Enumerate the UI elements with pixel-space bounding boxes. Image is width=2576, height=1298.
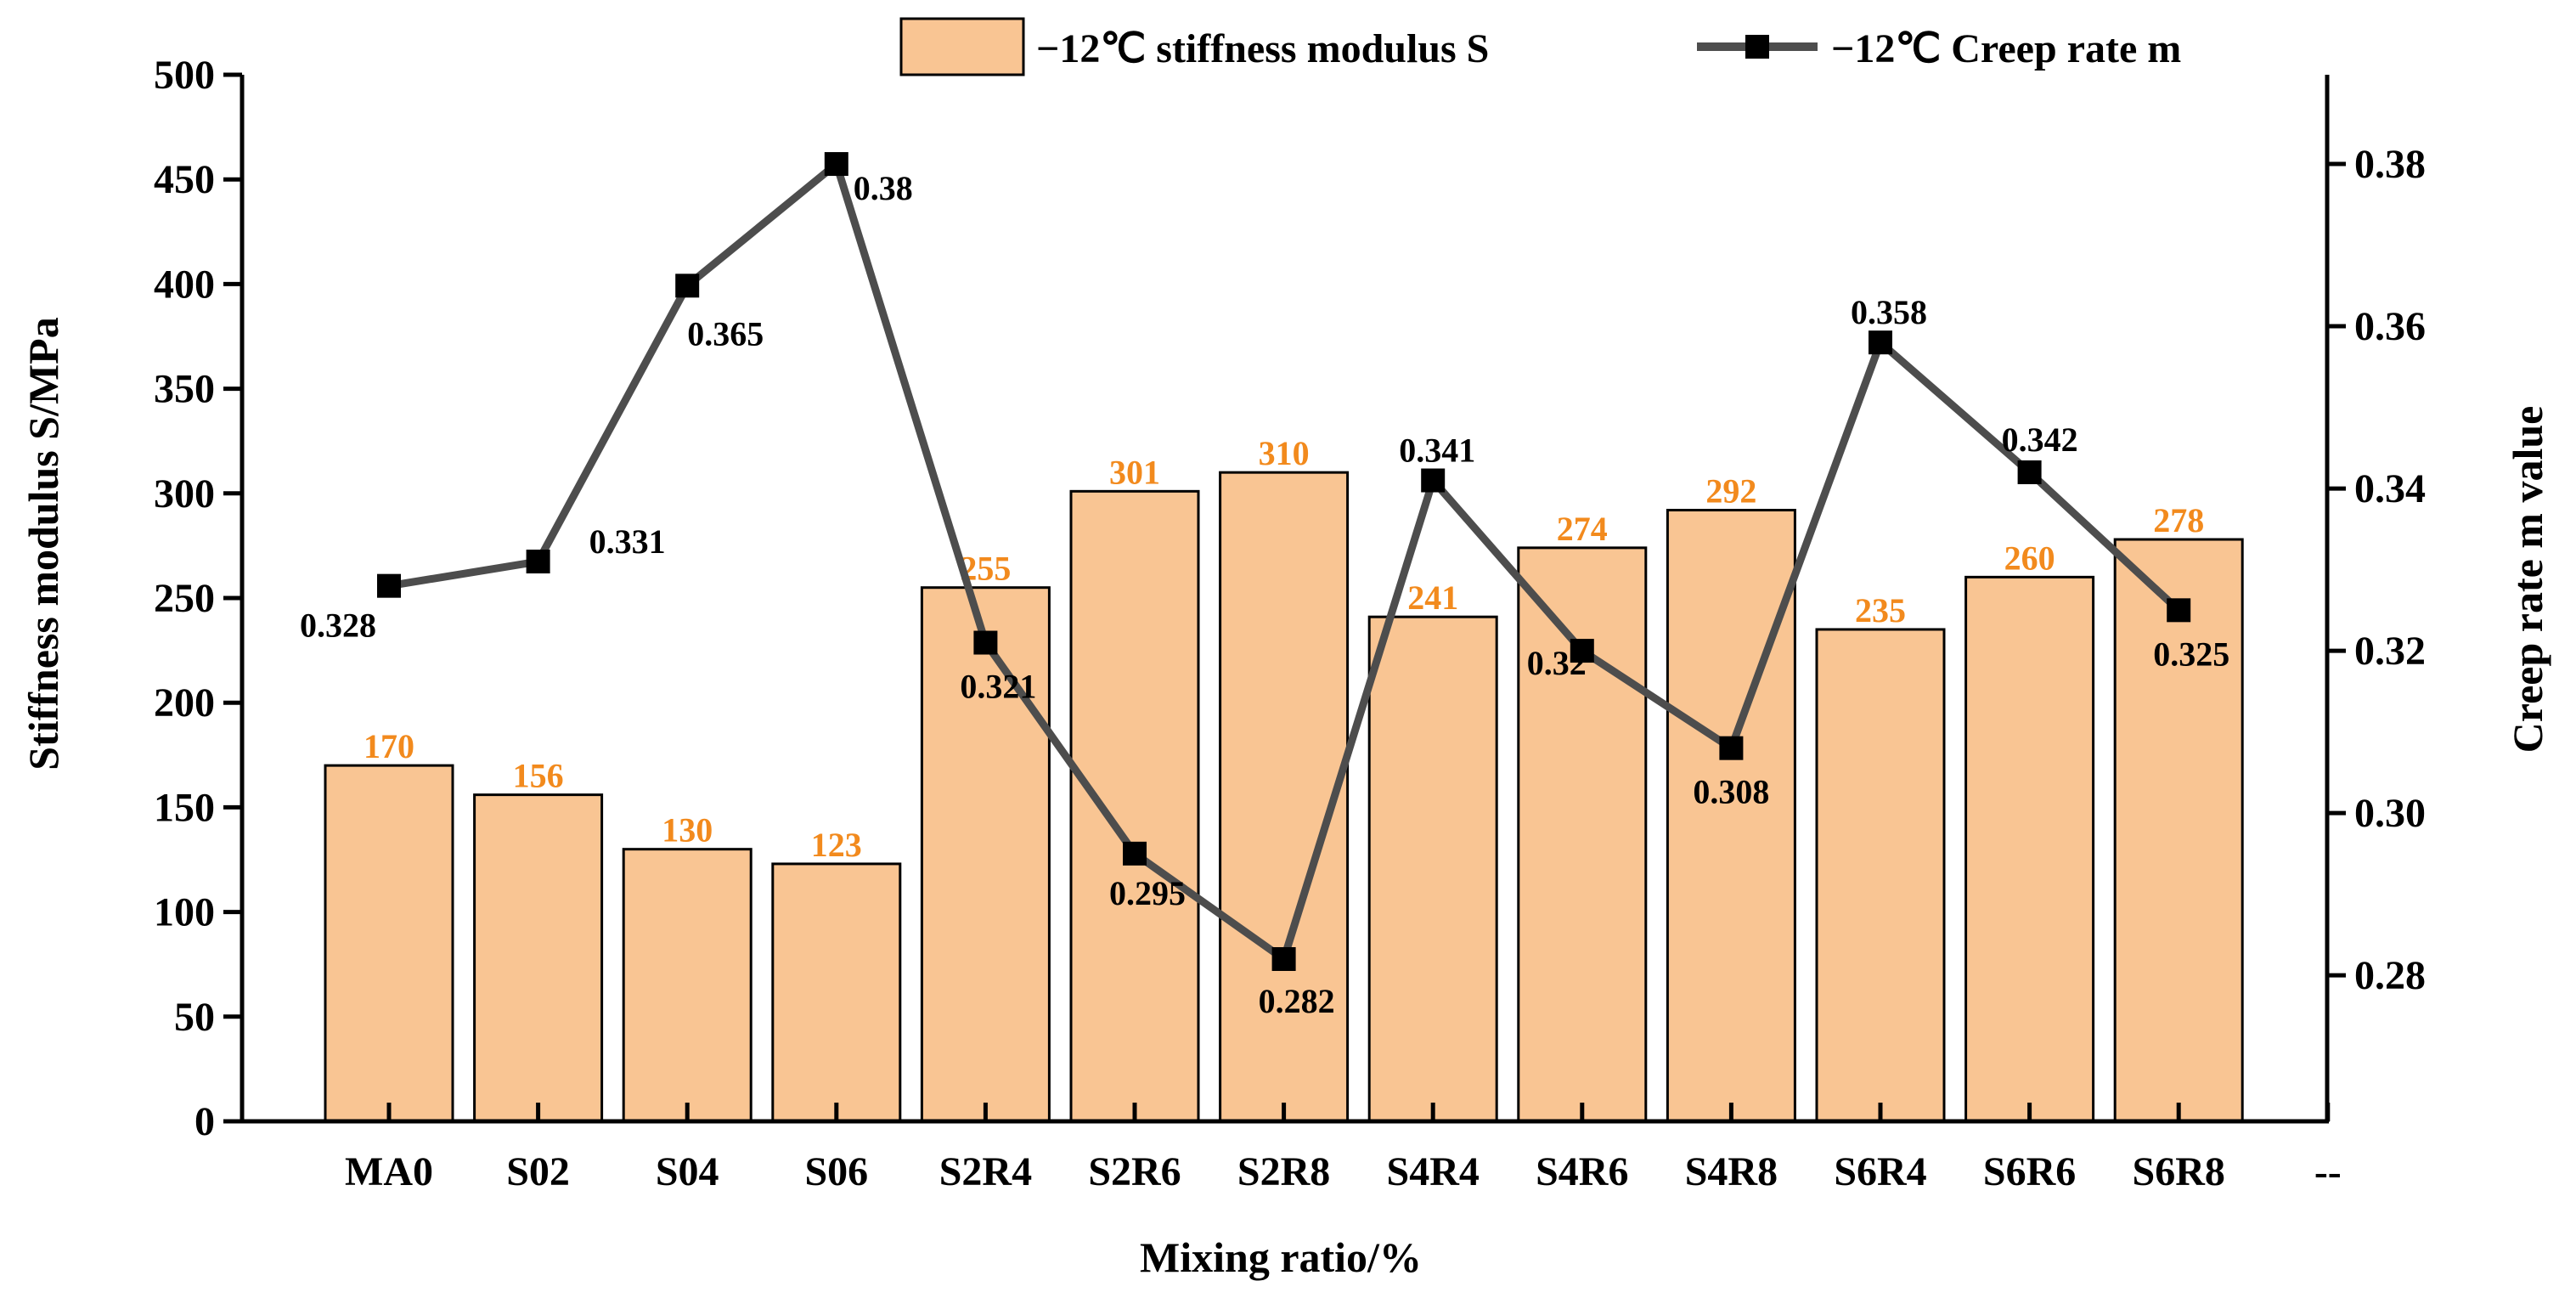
point-S4R6 xyxy=(1570,639,1594,663)
bar-label-MA0: 170 xyxy=(364,727,414,765)
point-label-MA0: 0.328 xyxy=(300,607,376,645)
x-axis-title: Mixing ratio/% xyxy=(1140,1233,1422,1281)
x-tick-label-S4R6: S4R6 xyxy=(1536,1149,1628,1194)
point-S02 xyxy=(526,550,550,574)
bar-S04 xyxy=(622,848,753,1123)
point-S04 xyxy=(675,274,700,298)
bar-label-S4R8: 292 xyxy=(1705,472,1756,511)
point-S4R4 xyxy=(1421,468,1446,493)
point-label-S04: 0.365 xyxy=(687,314,764,353)
bar-label-S6R4: 235 xyxy=(1855,591,1906,629)
y-tick-label: 200 xyxy=(154,680,215,725)
point-S2R6 xyxy=(1123,841,1147,866)
legend-line-label: −12℃ Creep rate m xyxy=(1831,26,2181,71)
point-label-S6R8: 0.325 xyxy=(2153,635,2229,673)
y-tick-label: 500 xyxy=(154,53,215,98)
point-label-S2R4: 0.321 xyxy=(960,668,1036,706)
y2-tick-label: 0.36 xyxy=(2354,304,2426,349)
bar-S06 xyxy=(771,862,902,1123)
bar-label-S4R6: 274 xyxy=(1557,510,1608,548)
x-tick-label-MA0: MA0 xyxy=(345,1149,433,1194)
x-tick-label-S2R6: S2R6 xyxy=(1088,1149,1181,1194)
point-label-S4R4: 0.341 xyxy=(1399,432,1475,470)
x-tick-label-S4R4: S4R4 xyxy=(1387,1149,1480,1194)
y2-tick-label: 0.38 xyxy=(2354,142,2426,187)
legend: −12℃ stiffness modulus S −12℃ Creep rate… xyxy=(899,17,2181,76)
x-tick-label-S2R8: S2R8 xyxy=(1237,1149,1330,1194)
point-labels: 0.328 0.331 0.365 0.38 0.321 0.295 0.282 0.341 0… xyxy=(300,169,2229,1020)
bar-S6R4 xyxy=(1815,628,1946,1123)
point-S2R8 xyxy=(1271,946,1296,971)
bar-label-S2R8: 310 xyxy=(1259,434,1310,472)
legend-line-marker xyxy=(1745,35,1769,59)
line-series xyxy=(377,152,2191,971)
bar-S2R8 xyxy=(1219,471,1350,1123)
y-tick-label: 450 xyxy=(154,157,215,202)
point-label-S6R6: 0.342 xyxy=(2002,420,2078,459)
bar-MA0 xyxy=(324,764,454,1123)
x-tick-label-S6R4: S6R4 xyxy=(1834,1149,1926,1194)
y2-tick-label: 0.34 xyxy=(2354,466,2426,511)
legend-bar-swatch xyxy=(899,17,1025,76)
y2-tick-label: 0.30 xyxy=(2354,791,2426,836)
point-label-S06: 0.38 xyxy=(854,169,913,207)
bar-label-S4R4: 241 xyxy=(1407,578,1458,617)
y-tick-label: 250 xyxy=(154,576,215,621)
point-S06 xyxy=(824,152,848,177)
y-tick-label: 100 xyxy=(154,890,215,935)
bar-S6R8 xyxy=(2113,538,2244,1123)
y2-tick-label: 0.28 xyxy=(2354,953,2426,998)
y2-axis-title: Creep rate m value xyxy=(2504,406,2551,753)
y2-tick-label: 0.32 xyxy=(2354,629,2426,674)
y-tick-label: 400 xyxy=(154,262,215,307)
bar-S4R4 xyxy=(1367,615,1498,1123)
point-label-S4R8: 0.308 xyxy=(1693,773,1769,811)
x-tick-label-S02: S02 xyxy=(506,1149,570,1194)
x-tick-label---: -- xyxy=(2314,1149,2342,1194)
bar-S2R4 xyxy=(920,586,1051,1123)
point-MA0 xyxy=(377,573,401,598)
bar-label-S6R6: 260 xyxy=(2004,539,2055,577)
point-label-S2R8: 0.282 xyxy=(1259,982,1335,1020)
point-S4R8 xyxy=(1719,736,1744,760)
point-S6R4 xyxy=(1869,330,1892,355)
y-tick-label: 300 xyxy=(154,471,215,516)
point-label-S02: 0.331 xyxy=(589,522,666,561)
axes: 0 50 100 150 200 250 300 350 400 450 500 0.28 0.30 0.… xyxy=(154,53,2426,1194)
x-tick-label-S2R4: S2R4 xyxy=(939,1149,1032,1194)
bar-series xyxy=(324,471,2244,1123)
x-tick-label-S6R8: S6R8 xyxy=(2133,1149,2225,1194)
bar-label-S06: 123 xyxy=(811,826,862,864)
legend-bar-label: −12℃ stiffness modulus S xyxy=(1036,26,1489,71)
point-label-S4R6: 0.32 xyxy=(1527,644,1587,682)
point-S6R6 xyxy=(2017,460,2042,484)
bar-S4R6 xyxy=(1517,546,1648,1123)
bar-label-S04: 130 xyxy=(662,811,713,849)
point-label-S6R4: 0.358 xyxy=(1851,293,1927,331)
x-tick-label-S04: S04 xyxy=(656,1149,719,1194)
y-tick-label: 150 xyxy=(154,785,215,830)
x-tick-label-S6R6: S6R6 xyxy=(1983,1149,2076,1194)
bar-S2R6 xyxy=(1069,489,1200,1123)
bar-label-S2R6: 301 xyxy=(1109,453,1160,491)
y-axis-title: Stiffness modulus S/MPa xyxy=(20,317,67,770)
x-tick-label-S4R8: S4R8 xyxy=(1685,1149,1778,1194)
bar-S6R6 xyxy=(1964,575,2095,1123)
x-tick-label-S06: S06 xyxy=(804,1149,868,1194)
bar-S4R8 xyxy=(1666,509,1796,1123)
bar-label-S6R8: 278 xyxy=(2153,501,2204,539)
point-S6R8 xyxy=(2167,598,2191,623)
point-S2R4 xyxy=(973,630,998,655)
y-tick-label: 0 xyxy=(194,1099,215,1144)
y-tick-label: 50 xyxy=(174,995,215,1040)
point-label-S2R6: 0.295 xyxy=(1109,874,1186,912)
bar-label-S02: 156 xyxy=(513,757,564,795)
y-tick-label: 350 xyxy=(154,367,215,412)
bar-S02 xyxy=(473,793,604,1123)
